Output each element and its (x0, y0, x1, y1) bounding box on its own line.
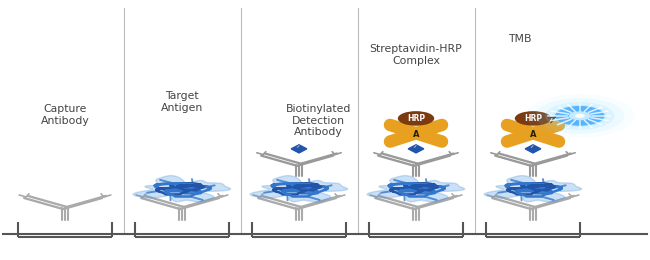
Polygon shape (525, 145, 541, 153)
Circle shape (569, 111, 591, 120)
Circle shape (398, 111, 434, 126)
Polygon shape (437, 140, 445, 142)
Circle shape (515, 111, 551, 126)
Polygon shape (554, 124, 562, 127)
Circle shape (545, 102, 614, 130)
Polygon shape (387, 140, 395, 142)
Circle shape (536, 98, 624, 134)
Text: HRP: HRP (524, 114, 542, 123)
Polygon shape (291, 145, 307, 153)
Polygon shape (133, 176, 231, 202)
Polygon shape (387, 124, 395, 127)
Polygon shape (250, 176, 348, 202)
Text: Streptavidin-HRP
Complex: Streptavidin-HRP Complex (370, 44, 462, 66)
Polygon shape (504, 124, 512, 127)
Circle shape (575, 114, 585, 118)
Text: TMB: TMB (508, 34, 532, 44)
Polygon shape (484, 176, 582, 202)
Circle shape (555, 106, 605, 126)
Polygon shape (437, 124, 445, 127)
Polygon shape (554, 140, 562, 142)
Circle shape (525, 94, 634, 138)
Text: Target
Antigen: Target Antigen (161, 91, 203, 113)
Text: Biotinylated
Detection
Antibody: Biotinylated Detection Antibody (286, 104, 351, 137)
Text: HRP: HRP (407, 114, 425, 123)
Text: A: A (413, 129, 419, 139)
Text: A: A (530, 129, 536, 139)
Polygon shape (504, 140, 512, 142)
Circle shape (552, 105, 607, 127)
Text: Capture
Antibody: Capture Antibody (40, 104, 90, 126)
Polygon shape (367, 176, 465, 202)
Polygon shape (408, 145, 424, 153)
